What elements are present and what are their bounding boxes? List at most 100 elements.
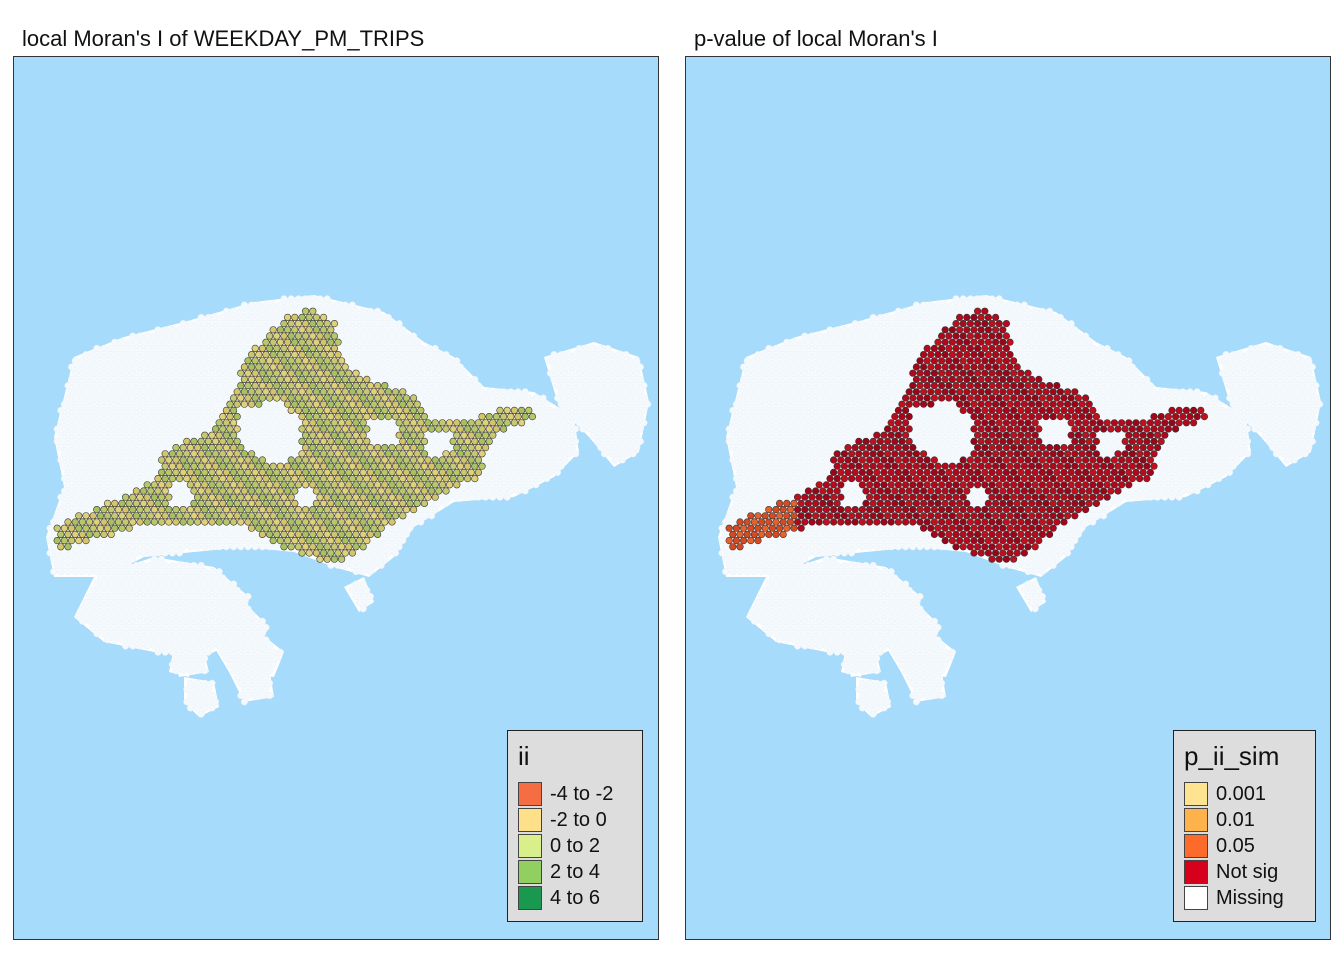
data-hexagon <box>977 450 985 458</box>
data-hexagon <box>212 425 220 433</box>
data-hexagon <box>1002 320 1011 328</box>
data-hexagon <box>992 388 1000 396</box>
data-hexagon <box>244 518 252 526</box>
data-hexagon <box>1028 475 1036 483</box>
data-hexagon <box>388 444 396 452</box>
empty-hexagon <box>370 351 378 359</box>
empty-hexagon <box>244 692 252 700</box>
empty-hexagon <box>977 487 985 495</box>
empty-hexagon <box>1287 400 1295 408</box>
empty-hexagon <box>1118 394 1126 402</box>
empty-hexagon <box>201 592 209 600</box>
data-hexagon <box>995 382 1003 390</box>
empty-hexagon <box>1071 351 1079 359</box>
empty-hexagon <box>840 326 848 334</box>
data-hexagon <box>280 518 288 526</box>
empty-hexagon <box>923 320 931 328</box>
data-hexagon <box>323 506 331 514</box>
empty-hexagon <box>1186 475 1194 483</box>
empty-hexagon <box>920 338 928 346</box>
empty-hexagon <box>1208 437 1216 445</box>
data-hexagon <box>320 450 328 458</box>
empty-hexagon <box>525 456 533 464</box>
data-hexagon <box>887 468 895 477</box>
empty-hexagon <box>768 450 776 458</box>
empty-hexagon <box>801 444 809 452</box>
legend-label: 4 to 6 <box>550 886 601 909</box>
empty-hexagon <box>822 456 830 464</box>
data-hexagon <box>251 506 259 514</box>
data-hexagon <box>1114 487 1122 495</box>
empty-hexagon <box>608 375 616 383</box>
empty-hexagon <box>176 400 184 408</box>
empty-hexagon <box>183 574 191 582</box>
empty-hexagon <box>873 394 881 402</box>
empty-hexagon <box>876 400 884 408</box>
empty-hexagon <box>384 537 392 545</box>
data-hexagon <box>471 462 479 470</box>
data-hexagon <box>977 363 985 371</box>
data-hexagon <box>1020 475 1029 483</box>
data-hexagon <box>941 475 949 483</box>
empty-hexagon <box>377 313 385 321</box>
data-hexagon <box>111 499 119 508</box>
data-hexagon <box>103 524 112 532</box>
empty-hexagon <box>377 326 385 334</box>
data-hexagon <box>406 437 414 446</box>
empty-hexagon <box>1172 400 1180 408</box>
empty-hexagon <box>615 450 623 458</box>
empty-hexagon <box>222 630 230 638</box>
empty-hexagon <box>190 648 198 656</box>
data-hexagon <box>898 425 906 433</box>
empty-hexagon <box>1046 320 1054 328</box>
empty-hexagon <box>1175 444 1183 452</box>
data-hexagon <box>334 499 342 508</box>
empty-hexagon <box>204 524 212 532</box>
data-hexagon <box>244 481 252 489</box>
data-hexagon <box>291 499 299 508</box>
data-hexagon <box>884 462 892 470</box>
empty-hexagon <box>636 363 644 371</box>
data-hexagon <box>341 487 349 495</box>
empty-hexagon <box>794 369 802 377</box>
empty-hexagon <box>575 394 583 402</box>
empty-hexagon <box>204 574 212 582</box>
empty-hexagon <box>912 313 920 321</box>
empty-hexagon <box>406 512 414 520</box>
data-hexagon <box>294 481 303 489</box>
empty-hexagon <box>226 661 234 669</box>
data-hexagon <box>320 549 328 557</box>
data-hexagon <box>273 332 281 340</box>
empty-hexagon <box>352 320 360 328</box>
empty-hexagon <box>1190 394 1198 402</box>
empty-hexagon <box>154 623 162 631</box>
data-hexagon <box>298 351 306 359</box>
empty-hexagon <box>132 537 140 545</box>
data-hexagon <box>1031 431 1039 439</box>
data-hexagon <box>793 493 802 501</box>
empty-hexagon <box>194 667 202 675</box>
data-hexagon <box>1082 456 1090 464</box>
data-hexagon <box>395 419 403 427</box>
data-hexagon <box>887 481 895 489</box>
empty-hexagon <box>204 363 212 371</box>
empty-hexagon <box>1107 413 1115 421</box>
empty-hexagon <box>1074 382 1082 390</box>
empty-hexagon <box>201 679 209 687</box>
data-hexagon <box>1064 400 1072 408</box>
data-hexagon <box>873 431 881 439</box>
empty-hexagon <box>154 524 162 532</box>
empty-hexagon <box>363 351 371 359</box>
empty-hexagon <box>1114 388 1122 396</box>
data-hexagon <box>352 530 360 539</box>
empty-hexagon <box>230 332 238 340</box>
data-hexagon <box>1118 456 1126 464</box>
data-hexagon <box>323 530 331 539</box>
empty-hexagon <box>833 351 841 359</box>
empty-hexagon <box>449 363 457 371</box>
empty-hexagon <box>1197 431 1205 439</box>
empty-hexagon <box>826 400 834 408</box>
empty-hexagon <box>384 326 392 334</box>
empty-hexagon <box>1096 406 1104 414</box>
data-hexagon <box>995 419 1003 427</box>
